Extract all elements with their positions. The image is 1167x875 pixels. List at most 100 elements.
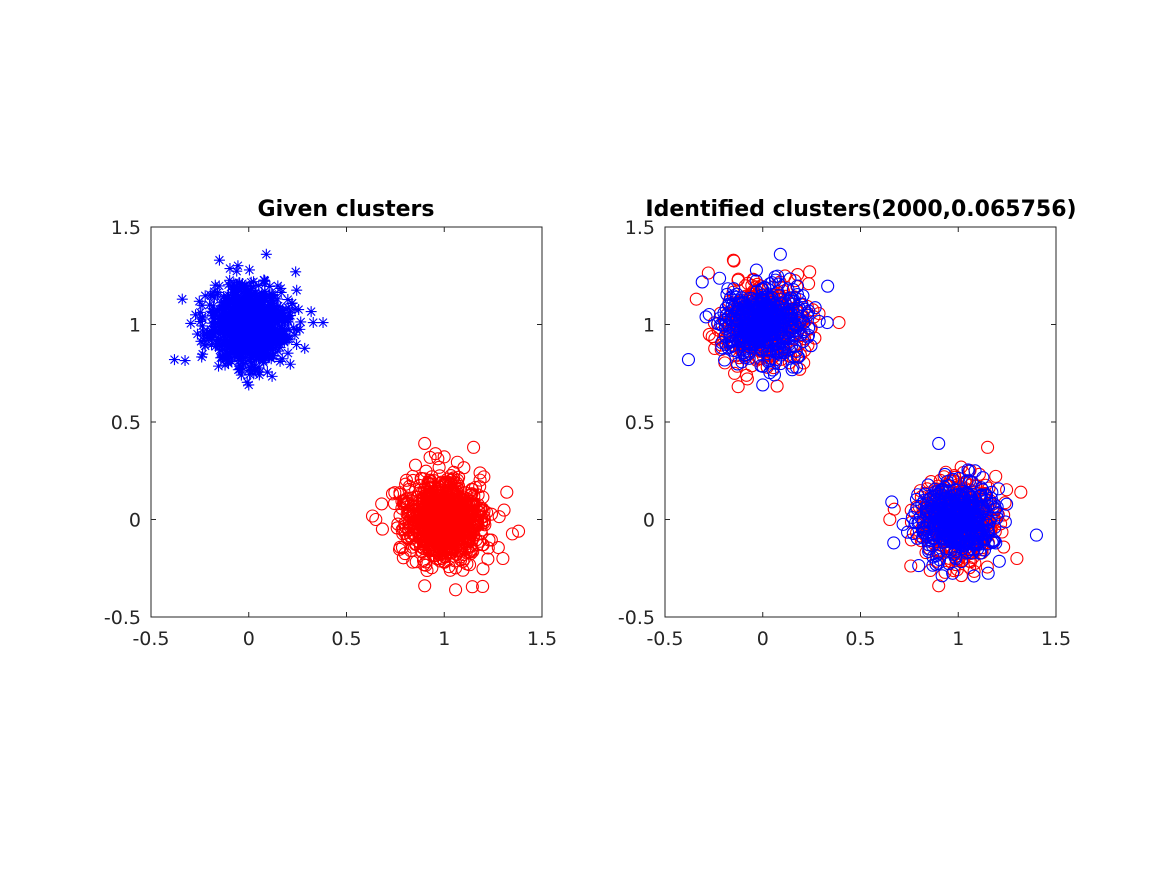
scatter-point <box>239 352 251 364</box>
y-tick-label: 0 <box>643 510 655 532</box>
scatter-point <box>753 311 768 325</box>
scatter-point <box>478 518 492 532</box>
scatter-point <box>237 358 249 370</box>
scatter-point <box>708 332 722 346</box>
scatter-point <box>375 497 389 511</box>
scatter-point <box>787 293 801 307</box>
scatter-point <box>419 558 433 572</box>
scatter-point <box>962 464 976 478</box>
scatter-point <box>261 321 273 333</box>
scatter-point <box>958 519 972 533</box>
scatter-point <box>477 510 491 524</box>
scatter-point <box>250 353 262 365</box>
scatter-point <box>282 302 294 314</box>
scatter-point <box>929 549 943 563</box>
scatter-point <box>216 297 228 309</box>
scatter-point <box>752 338 767 352</box>
scatter-point <box>280 303 292 315</box>
scatter-point <box>276 315 288 327</box>
scatter-point <box>765 315 779 329</box>
scatter-point <box>213 360 225 372</box>
scatter-point <box>264 280 276 292</box>
scatter-point <box>761 354 775 368</box>
scatter-point <box>254 332 266 344</box>
scatter-point <box>259 275 271 287</box>
scatter-point <box>275 286 287 298</box>
scatter-point <box>263 351 275 363</box>
scatter-point <box>681 353 696 367</box>
scatter-point <box>496 551 510 566</box>
scatter-point <box>217 302 229 314</box>
scatter-point <box>264 332 276 344</box>
scatter-point <box>917 521 932 535</box>
scatter-point <box>732 294 746 308</box>
scatter-point <box>947 534 961 548</box>
scatter-point <box>260 318 272 330</box>
scatter-point <box>291 339 303 351</box>
scatter-point <box>259 336 271 348</box>
scatter-point <box>243 264 255 276</box>
scatter-point <box>206 339 218 351</box>
subplot-given-clusters: Given clusters -0.5 0 0.5 1 1.5 -0.5 0 0… <box>104 197 557 650</box>
scatter-point <box>754 359 768 373</box>
scatter-point <box>242 364 254 376</box>
scatter-point <box>731 302 745 316</box>
scatter-point <box>222 326 234 338</box>
scatter-point <box>228 312 240 324</box>
scatter-point <box>265 303 277 315</box>
x-tick-label: 1.5 <box>1041 628 1071 650</box>
scatter-point <box>731 319 745 333</box>
scatter-point <box>265 295 277 307</box>
scatter-point <box>204 328 216 340</box>
scatter-point <box>283 313 295 325</box>
scatter-point <box>934 520 948 534</box>
scatter-point <box>988 520 1002 534</box>
scatter-point <box>726 339 740 353</box>
scatter-point <box>417 490 431 504</box>
scatter-point <box>277 323 289 335</box>
scatter-point <box>418 579 432 593</box>
scatter-point <box>771 289 786 303</box>
scatter-point <box>430 484 444 499</box>
y-tick-label: 1 <box>643 315 655 337</box>
scatter-point <box>230 305 242 317</box>
scatter-point <box>720 287 734 301</box>
scatter-point <box>235 369 247 381</box>
scatter-point <box>273 333 285 345</box>
scatter-point <box>938 565 952 579</box>
scatter-point <box>755 344 769 358</box>
scatter-point <box>781 282 795 296</box>
scatter-point <box>433 497 447 511</box>
scatter-point <box>469 516 483 530</box>
scatter-point <box>250 317 262 329</box>
scatter-point <box>437 538 451 552</box>
scatter-point <box>446 490 460 504</box>
scatter-point <box>967 564 981 578</box>
scatter-point <box>457 502 471 516</box>
scatter-point <box>221 348 233 360</box>
scatter-point <box>211 286 223 298</box>
scatter-point <box>989 469 1003 483</box>
scatter-point <box>241 376 253 388</box>
scatter-point <box>406 469 420 483</box>
scatter-point <box>256 315 268 327</box>
scatter-point <box>284 358 296 370</box>
scatter-point <box>228 300 240 312</box>
scatter-point <box>1029 528 1043 542</box>
scatter-point <box>935 569 949 583</box>
scatter-point <box>912 559 926 573</box>
scatter-point <box>228 283 240 295</box>
scatter-point <box>812 314 826 328</box>
scatter-point <box>244 356 256 368</box>
scatter-point <box>787 350 801 364</box>
scatter-point <box>883 512 897 527</box>
scatter-point <box>229 280 241 292</box>
scatter-point <box>456 554 470 568</box>
scatter-point <box>464 502 478 517</box>
scatter-point <box>474 501 488 515</box>
scatter-point <box>981 566 995 580</box>
scatter-point <box>233 325 245 337</box>
y-tick-label: -0.5 <box>104 607 141 629</box>
scatter-point <box>194 306 206 318</box>
scatter-point <box>191 328 203 340</box>
